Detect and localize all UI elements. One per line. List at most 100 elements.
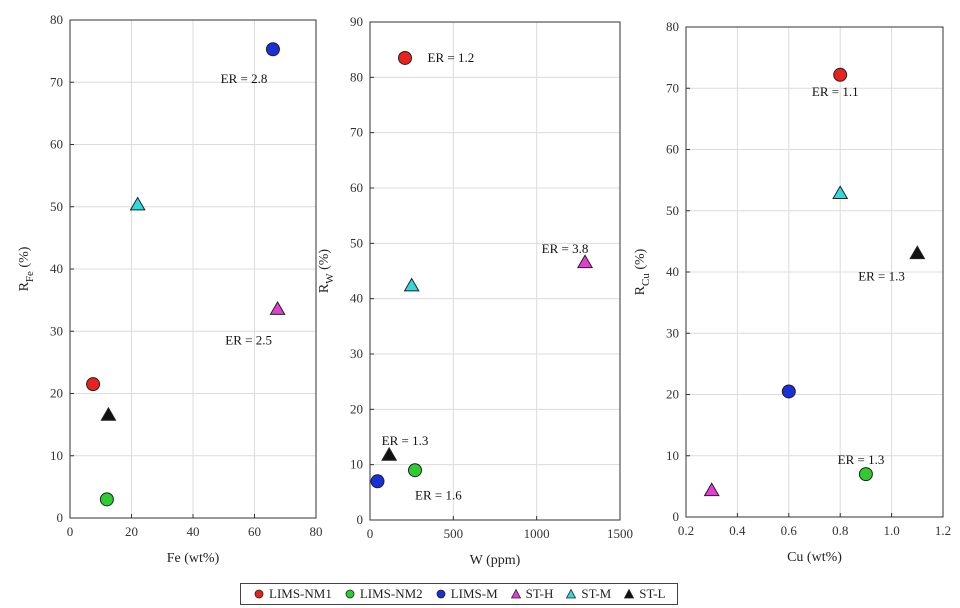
x-tick-label: 0 xyxy=(367,526,374,541)
point-lims-nm1 xyxy=(86,377,101,392)
er-annotation: ER = 1.3 xyxy=(838,452,885,467)
x-tick-label: 0 xyxy=(67,524,74,539)
x-tick-label: 40 xyxy=(187,524,200,539)
y-axis-label: RW (%) xyxy=(317,249,336,294)
legend-item-st-m: ST-M xyxy=(565,586,611,602)
y-tick-label: 70 xyxy=(666,80,679,95)
circle-marker-icon xyxy=(254,589,264,599)
point-st-m xyxy=(832,185,849,200)
legend-item-st-h: ST-H xyxy=(510,586,554,602)
figure: 0 20 40 60 80 0 10 20 30 40 50 60 70 80 Fe (wt%) RFe (%… xyxy=(17,12,951,568)
y-tick-label: 40 xyxy=(666,264,679,279)
legend-item-st-l: ST-L xyxy=(623,586,665,602)
triangle-marker-icon xyxy=(624,588,635,599)
x-axis-label: Fe (wt%) xyxy=(167,551,220,566)
y-tick-label: 40 xyxy=(50,261,63,276)
x-tick-label: 0.8 xyxy=(832,523,848,538)
y-tick-label: 30 xyxy=(666,325,679,340)
x-tick-label: 1.2 xyxy=(935,523,951,538)
point-lims-m xyxy=(265,42,280,57)
point-lims-nm2 xyxy=(99,492,114,507)
point-st-l xyxy=(381,446,398,461)
x-tick-label: 1.0 xyxy=(883,523,899,538)
y-tick-label: 30 xyxy=(50,323,63,338)
legend-item-lims-m: LIMS-M xyxy=(435,586,498,602)
y-tick-label: 20 xyxy=(350,401,363,416)
y-tick-label: 60 xyxy=(350,180,363,195)
point-st-l xyxy=(100,406,117,421)
x-tick-label: 0.6 xyxy=(781,523,798,538)
point-lims-m xyxy=(781,384,796,399)
legend: LIMS-NM1 LIMS-NM2 LIMS-M ST-H ST-M ST-L xyxy=(240,583,679,605)
y-tick-label: 50 xyxy=(666,203,679,218)
y-axis-label: RCu (%) xyxy=(633,248,652,295)
er-annotation: ER = 3.8 xyxy=(542,241,589,256)
chart-panel-3: 0.2 0.4 0.6 0.8 1.0 1.2 0 10 20 30 40 50 60 70 80 Cu (w… xyxy=(633,19,951,565)
y-tick-label: 10 xyxy=(666,448,679,463)
point-lims-nm2 xyxy=(858,467,873,482)
y-tick-label: 50 xyxy=(50,199,63,214)
y-tick-label: 0 xyxy=(673,509,680,524)
legend-item-lims-nm2: LIMS-NM2 xyxy=(344,586,423,602)
y-tick-label: 70 xyxy=(50,74,63,89)
legend-label: LIMS-M xyxy=(450,586,498,601)
x-tick-label: 60 xyxy=(248,524,261,539)
x-tick-label: 0.2 xyxy=(678,523,694,538)
x-tick-label: 0.4 xyxy=(729,523,746,538)
circle-marker-icon xyxy=(436,589,446,599)
er-annotation: ER = 2.5 xyxy=(225,333,272,348)
y-tick-label: 10 xyxy=(50,448,63,463)
y-tick-label: 50 xyxy=(350,235,363,250)
point-lims-m xyxy=(370,474,385,489)
point-st-l xyxy=(909,245,926,260)
er-annotation: ER = 2.8 xyxy=(221,71,268,86)
y-tick-label: 80 xyxy=(666,19,679,34)
x-tick-label: 80 xyxy=(310,524,323,539)
legend-label: ST-M xyxy=(581,586,612,601)
triangle-marker-icon xyxy=(510,588,521,599)
chart-panel-1: 0 20 40 60 80 0 10 20 30 40 50 60 70 80 Fe (wt%) RFe (%… xyxy=(17,12,323,566)
x-axis-label: W (ppm) xyxy=(470,553,521,568)
y-tick-label: 60 xyxy=(50,137,63,152)
triangle-marker-icon xyxy=(566,588,577,599)
er-annotation: ER = 1.3 xyxy=(382,433,429,448)
point-lims-nm2 xyxy=(408,463,422,478)
x-tick-label: 20 xyxy=(125,524,138,539)
y-tick-label: 10 xyxy=(350,457,363,472)
x-tick-label: 1000 xyxy=(524,526,550,541)
x-axis-label: Cu (wt%) xyxy=(787,550,842,565)
x-tick-label: 500 xyxy=(444,526,464,541)
point-st-h xyxy=(576,254,594,269)
legend-label: ST-L xyxy=(639,586,666,601)
x-tick-label: 1500 xyxy=(607,526,633,541)
y-tick-label: 20 xyxy=(50,386,63,401)
legend-label: ST-H xyxy=(525,586,554,601)
point-lims-nm1 xyxy=(833,67,848,82)
plot-frame xyxy=(369,21,621,521)
y-tick-label: 0 xyxy=(57,510,64,525)
point-st-h xyxy=(703,482,720,497)
y-tick-label: 80 xyxy=(350,69,363,84)
er-annotation: ER = 1.3 xyxy=(858,268,905,283)
er-annotation: ER = 1.6 xyxy=(415,488,462,503)
legend-item-lims-nm1: LIMS-NM1 xyxy=(253,586,332,602)
legend-label: LIMS-NM1 xyxy=(269,586,332,601)
y-tick-label: 30 xyxy=(350,346,363,361)
point-lims-nm1 xyxy=(398,50,412,65)
point-st-m xyxy=(129,196,146,211)
y-tick-label: 40 xyxy=(350,291,363,306)
y-tick-label: 70 xyxy=(350,125,363,140)
point-st-m xyxy=(403,277,420,292)
er-annotation: ER = 1.1 xyxy=(812,84,859,99)
y-tick-label: 90 xyxy=(350,14,363,29)
y-tick-label: 80 xyxy=(50,12,63,27)
chart-panel-2: 0 500 1000 1500 0 10 20 30 40 50 60 70 80 90 W (ppm) RW… xyxy=(317,14,633,568)
circle-marker-icon xyxy=(345,589,355,599)
y-axis-label: RFe (%) xyxy=(17,246,36,291)
point-st-h xyxy=(269,301,286,315)
er-annotation: ER = 1.2 xyxy=(428,50,475,65)
y-tick-label: 60 xyxy=(666,142,679,157)
legend-label: LIMS-NM2 xyxy=(359,586,423,601)
y-tick-label: 0 xyxy=(357,512,364,527)
y-tick-label: 20 xyxy=(666,387,679,402)
